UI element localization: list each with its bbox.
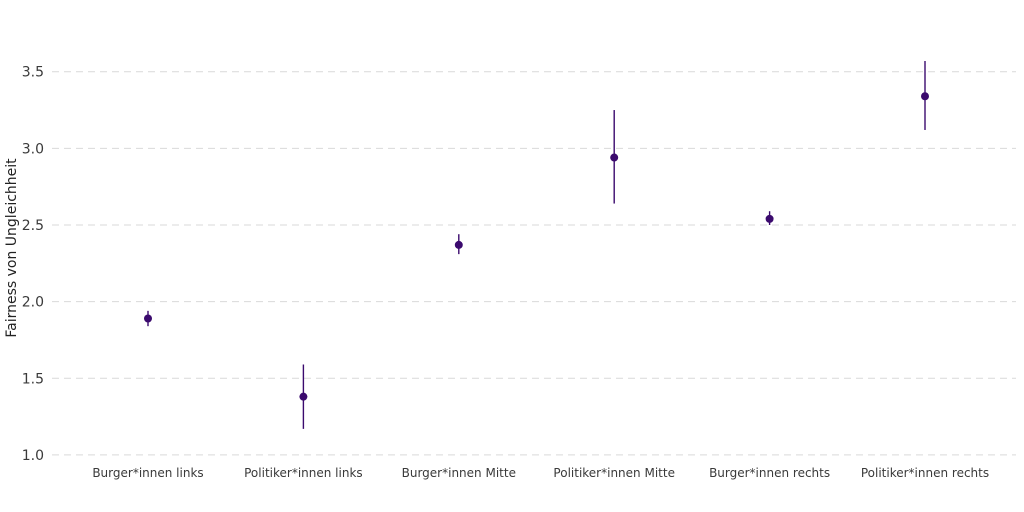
data-point bbox=[299, 392, 308, 401]
x-axis-ticks: Burger*innen links Politiker*innen links B… bbox=[92, 466, 989, 480]
x-tick-label: Politiker*innen Mitte bbox=[553, 466, 675, 480]
y-tick-label: 2.5 bbox=[22, 218, 44, 234]
y-tick-label: 3.0 bbox=[22, 141, 44, 157]
data-point bbox=[921, 92, 929, 101]
y-tick-label: 2.0 bbox=[22, 295, 44, 311]
x-tick-label: Politiker*innen rechts bbox=[861, 466, 989, 480]
error-bars bbox=[147, 60, 926, 429]
y-tick-label: 1.0 bbox=[22, 448, 44, 464]
data-point bbox=[610, 153, 619, 162]
x-tick-label: Burger*innen Mitte bbox=[402, 466, 516, 480]
y-tick-label: 3.5 bbox=[22, 65, 44, 81]
y-axis-ticks: 1.0 1.5 2.0 2.5 3.0 3.5 bbox=[22, 65, 44, 464]
data-point bbox=[454, 240, 463, 249]
x-tick-label: Politiker*innen links bbox=[244, 466, 363, 480]
data-point bbox=[144, 314, 152, 323]
x-tick-label: Burger*innen rechts bbox=[709, 466, 830, 480]
y-axis-title: Fairness von Ungleichheit bbox=[4, 158, 20, 338]
grid bbox=[52, 71, 1016, 456]
y-tick-label: 1.5 bbox=[22, 371, 44, 387]
data-point bbox=[765, 214, 774, 223]
data-points bbox=[144, 92, 929, 401]
x-tick-label: Burger*innen links bbox=[92, 466, 203, 480]
